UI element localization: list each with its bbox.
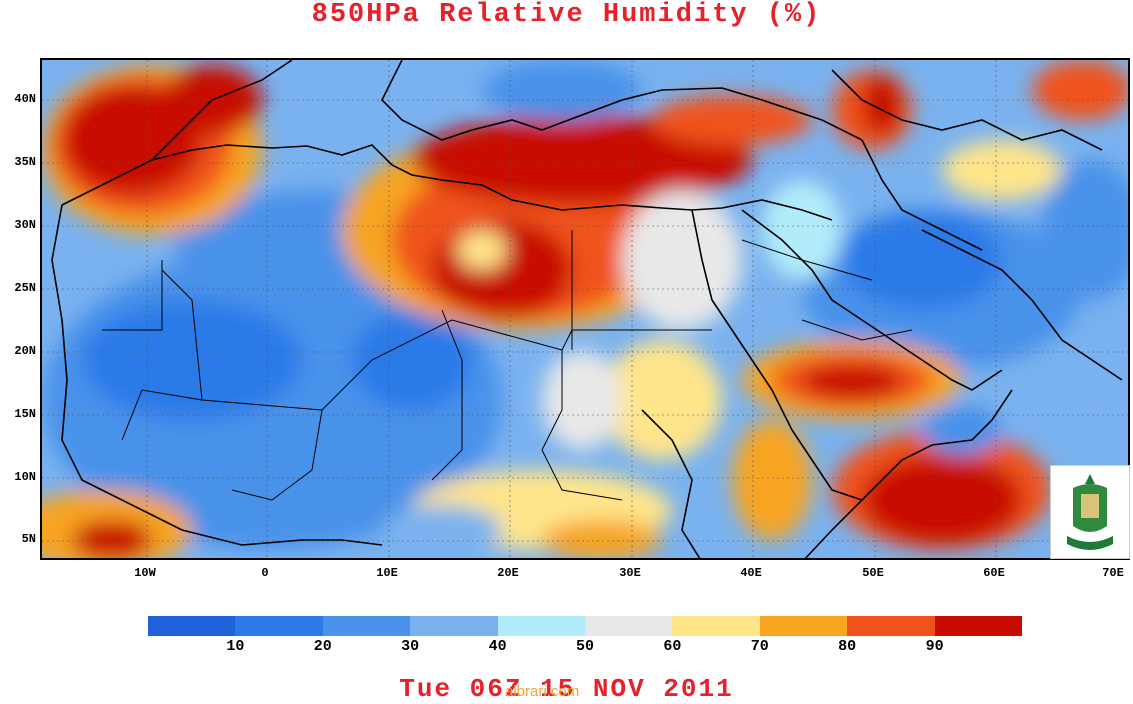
lat-label-20n: 20N <box>14 344 36 358</box>
borders <box>102 230 913 501</box>
colorbar-swatch <box>934 616 1023 636</box>
map-title: 850HPa Relative Humidity (%) <box>311 0 822 30</box>
lat-label-10n: 10N <box>14 470 36 484</box>
colorbar-swatch <box>672 616 761 636</box>
university-seal-icon <box>1050 465 1130 559</box>
lon-label-30e: 30E <box>619 566 641 580</box>
lon-label-40e: 40E <box>740 566 762 580</box>
lon-label-0: 0 <box>261 566 269 580</box>
colorbar-label: 70 <box>750 638 769 655</box>
lon-label-10e: 10E <box>376 566 398 580</box>
lat-label-35n: 35N <box>14 155 36 169</box>
colorbar-swatch <box>235 616 324 636</box>
colorbar-label: 80 <box>838 638 857 655</box>
colorbar-swatch <box>759 616 848 636</box>
colorbar-swatch <box>410 616 499 636</box>
colorbar-label: 10 <box>226 638 245 655</box>
watermark-text: albrari.com <box>505 683 580 700</box>
colorbar-swatch <box>847 616 936 636</box>
lat-label-5n: 5N <box>21 532 36 546</box>
humidity-map <box>40 58 1130 560</box>
lat-label-30n: 30N <box>14 218 36 232</box>
colorbar-swatch <box>322 616 411 636</box>
lon-label-60e: 60E <box>983 566 1005 580</box>
colorbar-label: 60 <box>663 638 682 655</box>
colorbar-label: 30 <box>401 638 420 655</box>
timestamp-label: Tue 06Z 15 NOV 2011 <box>399 674 734 704</box>
lat-label-40n: 40N <box>14 92 36 106</box>
humidity-field <box>42 60 1128 558</box>
lon-label-10w: 10W <box>134 566 156 580</box>
colorbar-swatch <box>148 616 236 636</box>
coastlines <box>51 60 1123 558</box>
lat-label-25n: 25N <box>14 281 36 295</box>
colorbar-swatch <box>497 616 586 636</box>
colorbar-label: 40 <box>488 638 507 655</box>
colorbar-label: 90 <box>925 638 944 655</box>
lon-label-70e: 70E <box>1102 566 1124 580</box>
colorbar-label: 50 <box>575 638 595 655</box>
colorbar-label: 20 <box>313 638 332 655</box>
lon-label-20e: 20E <box>497 566 519 580</box>
lat-label-15n: 15N <box>14 407 36 421</box>
lon-label-50e: 50E <box>862 566 884 580</box>
colorbar-swatch <box>585 616 673 636</box>
